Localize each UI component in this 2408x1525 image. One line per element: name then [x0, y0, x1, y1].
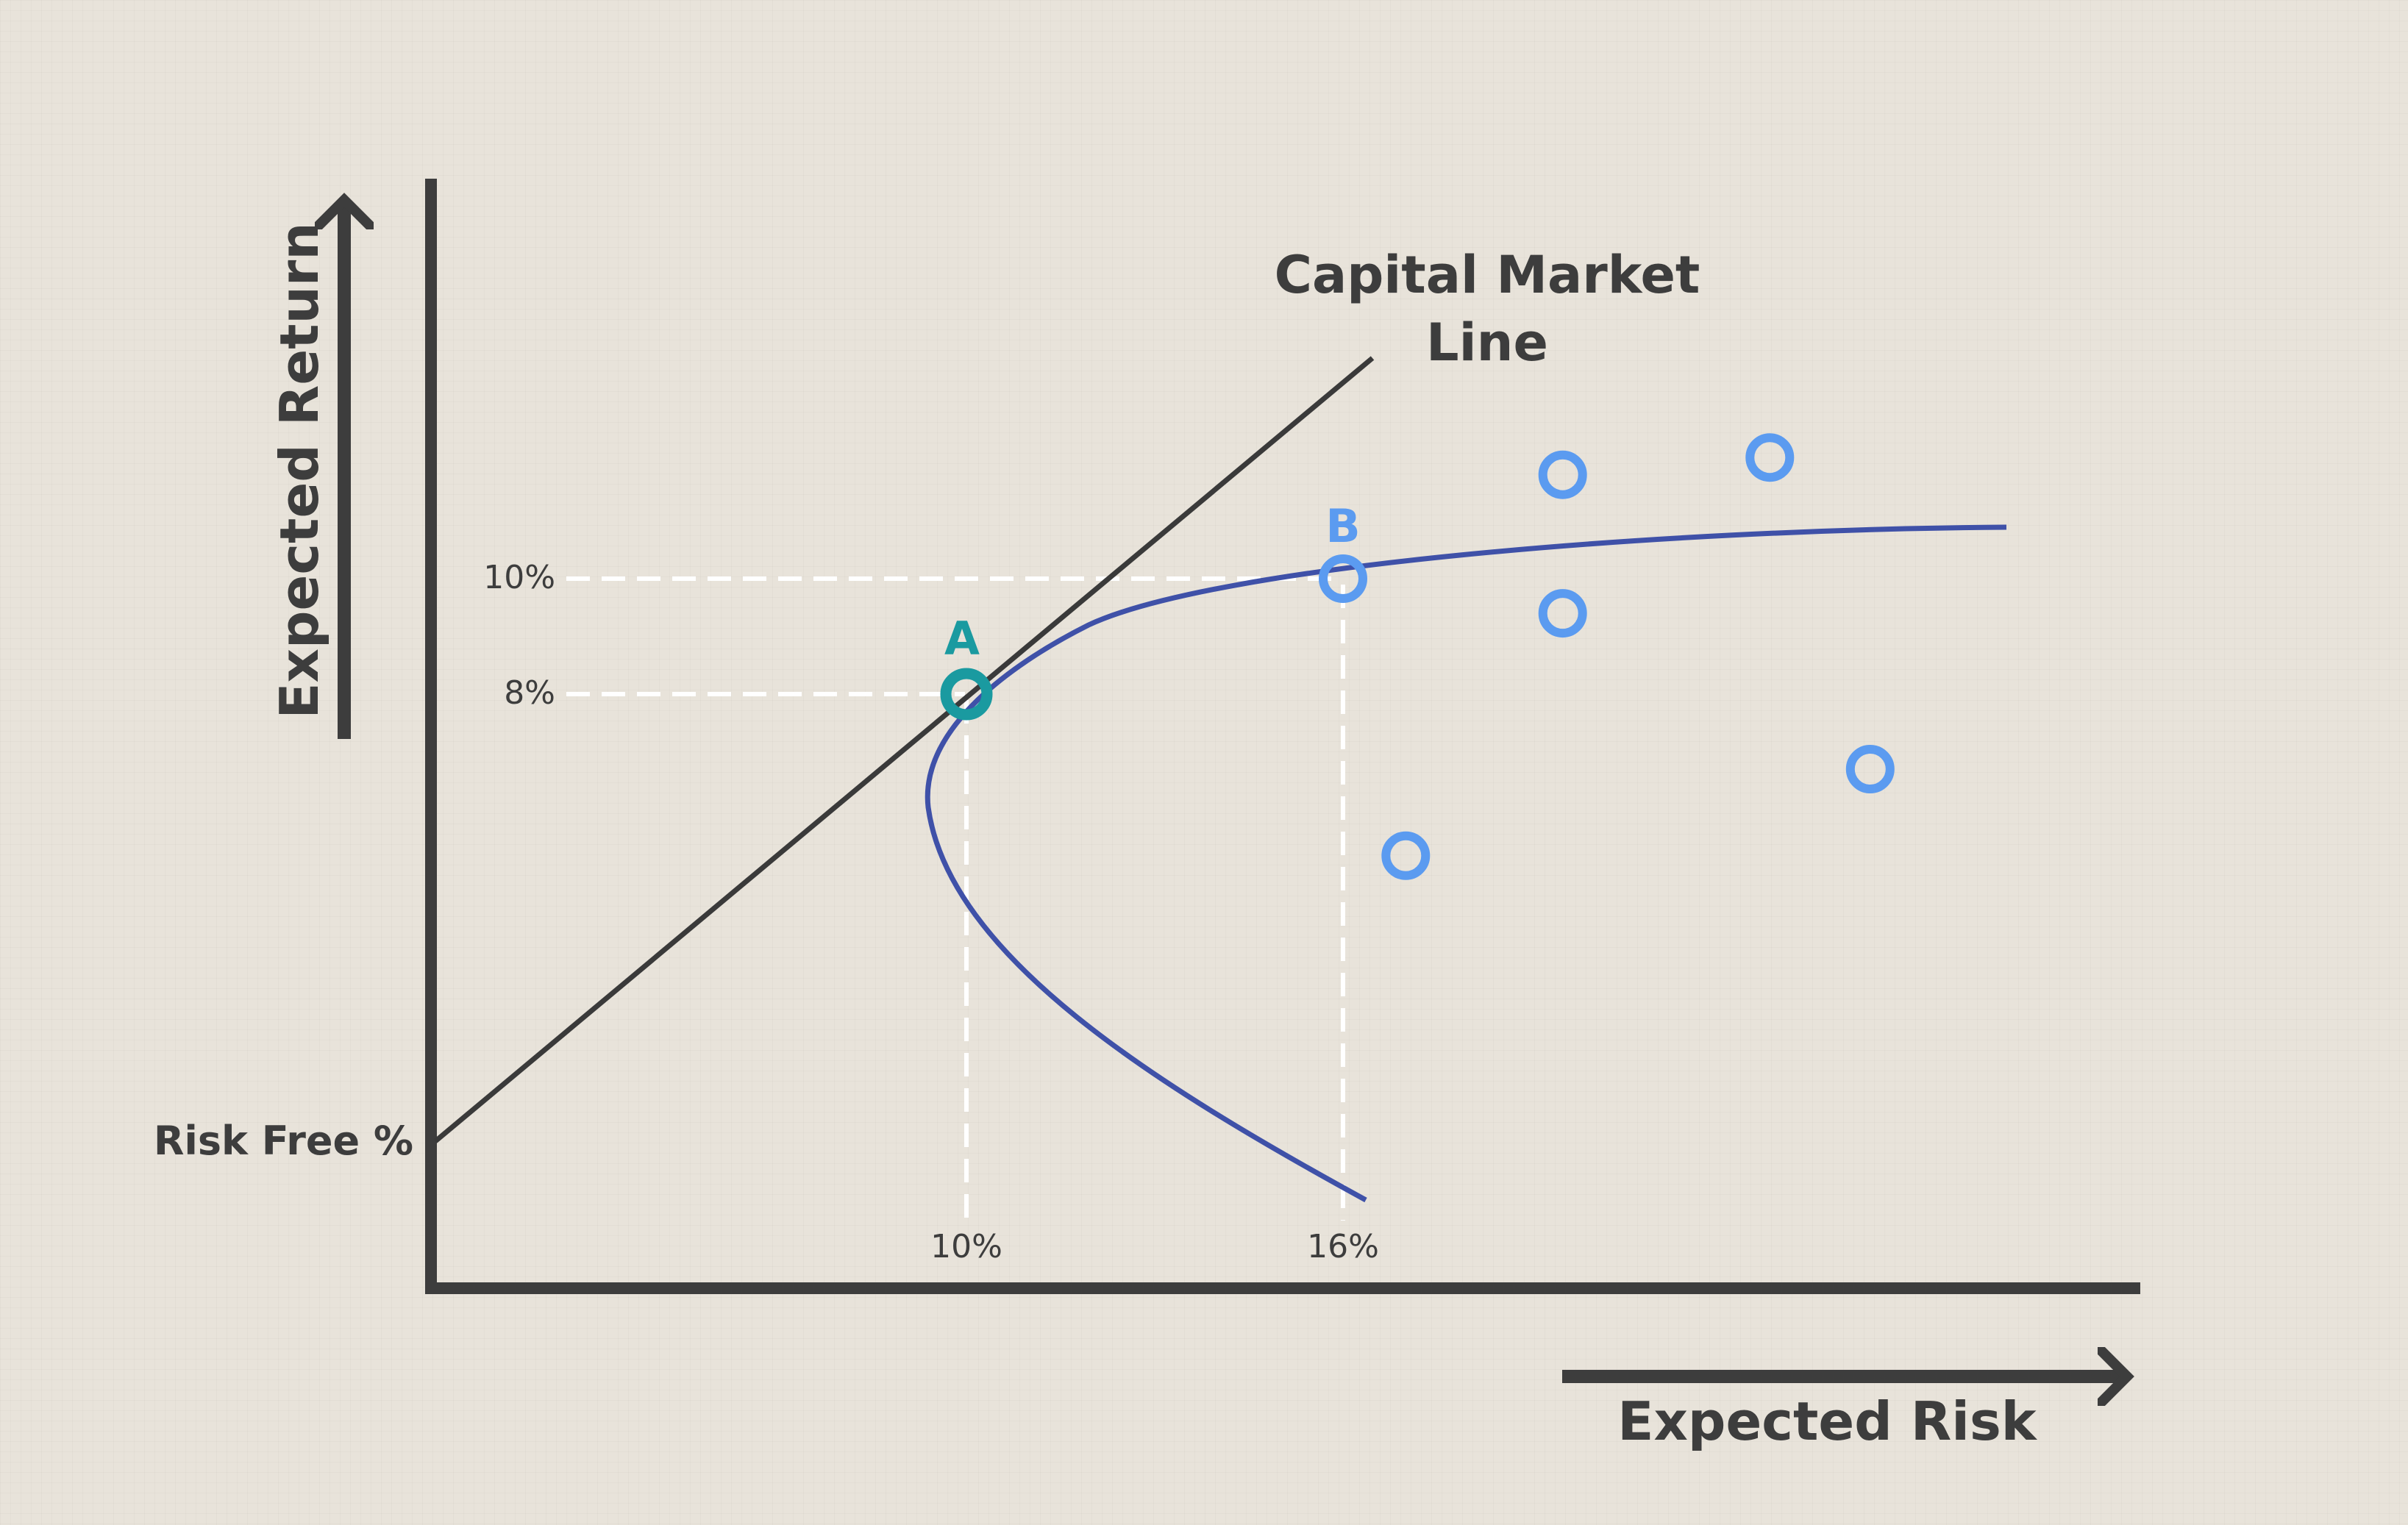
- scatter-point-2: [1538, 589, 1587, 638]
- x-tick-16: 16%: [1307, 1228, 1379, 1265]
- y-tick-10: 10%: [483, 559, 555, 596]
- cml-label-line-2: Line: [1426, 312, 1548, 373]
- scatter-point-1: [1381, 831, 1431, 880]
- scatter-point-3: [1538, 450, 1587, 499]
- scatter-point-5: [1845, 745, 1895, 793]
- efficient-frontier-curve: [925, 524, 2007, 1203]
- cml-label-line-1: Capital Market: [1275, 245, 1700, 305]
- x-axis-title: Expected Risk: [1617, 1390, 2038, 1452]
- scatter-point-4: [1745, 433, 1795, 482]
- y-axis-title: Expected Return: [268, 222, 330, 718]
- point-b-label: B: [1325, 499, 1360, 553]
- point-a-label: A: [944, 612, 980, 665]
- risk-free-label: Risk Free %: [154, 1118, 413, 1164]
- y-tick-8: 8%: [504, 674, 555, 712]
- scatter-series: [1381, 433, 1895, 880]
- x-tick-10: 10%: [930, 1228, 1002, 1265]
- point-b: [1319, 554, 1367, 603]
- point-a: [940, 668, 993, 721]
- capital-market-line: [433, 356, 1375, 1143]
